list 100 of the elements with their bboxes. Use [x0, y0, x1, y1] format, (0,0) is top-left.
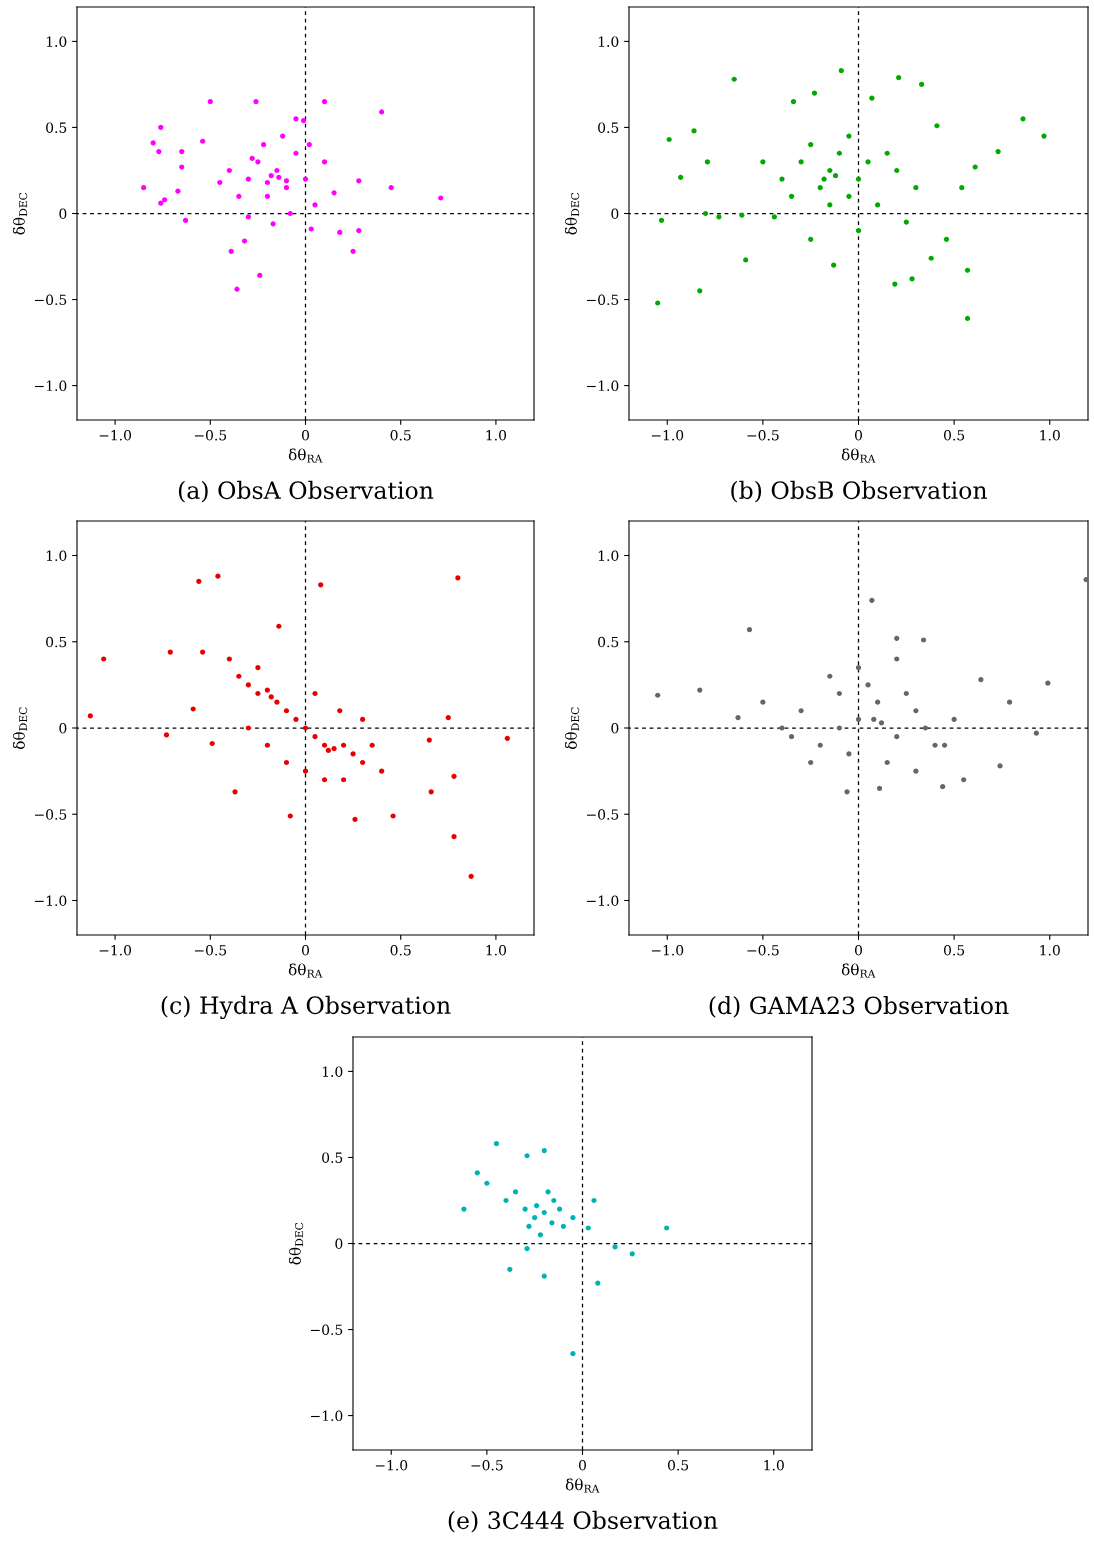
x-tick-label: 1.0 [764, 1459, 784, 1471]
point [209, 740, 215, 747]
point [697, 288, 703, 294]
text: (b) ObsB Observation [731, 480, 987, 503]
y-axis-title: δθ$_{DEC}$ [288, 1222, 304, 1265]
x-tick-label: 0.5 [944, 944, 965, 956]
point [827, 167, 833, 174]
x-tick-label: 1.0 [1040, 429, 1060, 441]
x-axis-title: δθ$_{RA}$ [841, 448, 876, 463]
point [920, 637, 927, 643]
point [234, 286, 240, 292]
point [379, 768, 385, 774]
y-tick-label: −1.0 [587, 380, 619, 392]
point [875, 202, 881, 208]
point [276, 623, 282, 629]
point [360, 716, 366, 722]
point [524, 1246, 530, 1252]
point [369, 742, 375, 748]
point [302, 768, 309, 774]
point [293, 150, 299, 156]
point [827, 673, 833, 679]
point [268, 173, 274, 179]
point [337, 229, 343, 236]
y-tick-label: 1.0 [322, 1066, 343, 1077]
point [182, 217, 189, 223]
point [264, 742, 271, 748]
point [253, 99, 259, 105]
y-tick-label: −1.0 [311, 1410, 343, 1422]
point [274, 699, 280, 705]
point [964, 267, 971, 273]
point [1083, 577, 1088, 583]
point [964, 315, 971, 322]
point [200, 138, 206, 144]
y-tick-label: 1.0 [46, 550, 67, 561]
point [591, 1197, 597, 1204]
point [855, 228, 862, 234]
point [941, 742, 948, 748]
point [293, 716, 299, 722]
point [340, 777, 347, 783]
point [655, 692, 661, 698]
x-tick-label: −0.5 [747, 429, 779, 441]
point [390, 813, 396, 819]
point [878, 720, 885, 726]
point [894, 167, 900, 174]
point [1045, 680, 1051, 686]
point [245, 682, 251, 688]
point [331, 746, 337, 752]
point [484, 1180, 490, 1186]
point [350, 248, 356, 254]
point [356, 178, 362, 184]
y-tick-label: 1.0 [46, 36, 67, 47]
point [943, 236, 950, 242]
point [821, 176, 827, 182]
point [545, 1189, 551, 1195]
y-axis-title: δθ$_{DEC}$ [12, 192, 28, 235]
point [875, 699, 881, 705]
point [526, 1223, 532, 1229]
x-axis-title: δθ$_{RA}$ [288, 963, 323, 978]
point [817, 185, 823, 191]
point [691, 128, 697, 134]
point [961, 777, 967, 783]
y-axis-title: δθ$_{DEC}$ [564, 192, 580, 235]
point [512, 1189, 519, 1195]
point [236, 193, 242, 199]
point [255, 690, 261, 697]
y-tick-label: −1.0 [587, 895, 619, 906]
point [428, 789, 434, 795]
point [245, 176, 251, 182]
point [451, 834, 457, 840]
point [919, 81, 925, 88]
point [215, 573, 221, 579]
y-tick-label: 1.0 [598, 550, 619, 561]
x-axis-title: δθ$_{RA}$ [565, 1478, 600, 1493]
point [150, 140, 156, 146]
point [928, 255, 934, 261]
point [217, 179, 223, 186]
point [331, 190, 337, 196]
point [894, 734, 900, 740]
point [771, 214, 777, 220]
y-axis-title: δθ$_{DEC}$ [12, 707, 28, 750]
x-tick-label: 0.5 [668, 1459, 689, 1471]
point [1006, 699, 1013, 705]
point [959, 185, 965, 191]
point [972, 164, 978, 170]
point [896, 74, 902, 81]
point [743, 257, 749, 263]
point [811, 90, 818, 96]
point [321, 742, 328, 748]
x-tick-label: 0.5 [390, 429, 411, 441]
point [913, 708, 919, 714]
point [503, 1197, 509, 1204]
point [844, 789, 850, 795]
x-tick-label: −0.5 [194, 429, 227, 441]
point [264, 687, 271, 693]
point [934, 123, 940, 129]
point [716, 214, 722, 220]
point [175, 188, 181, 194]
point [838, 68, 844, 74]
point [909, 276, 915, 282]
point [940, 784, 946, 790]
